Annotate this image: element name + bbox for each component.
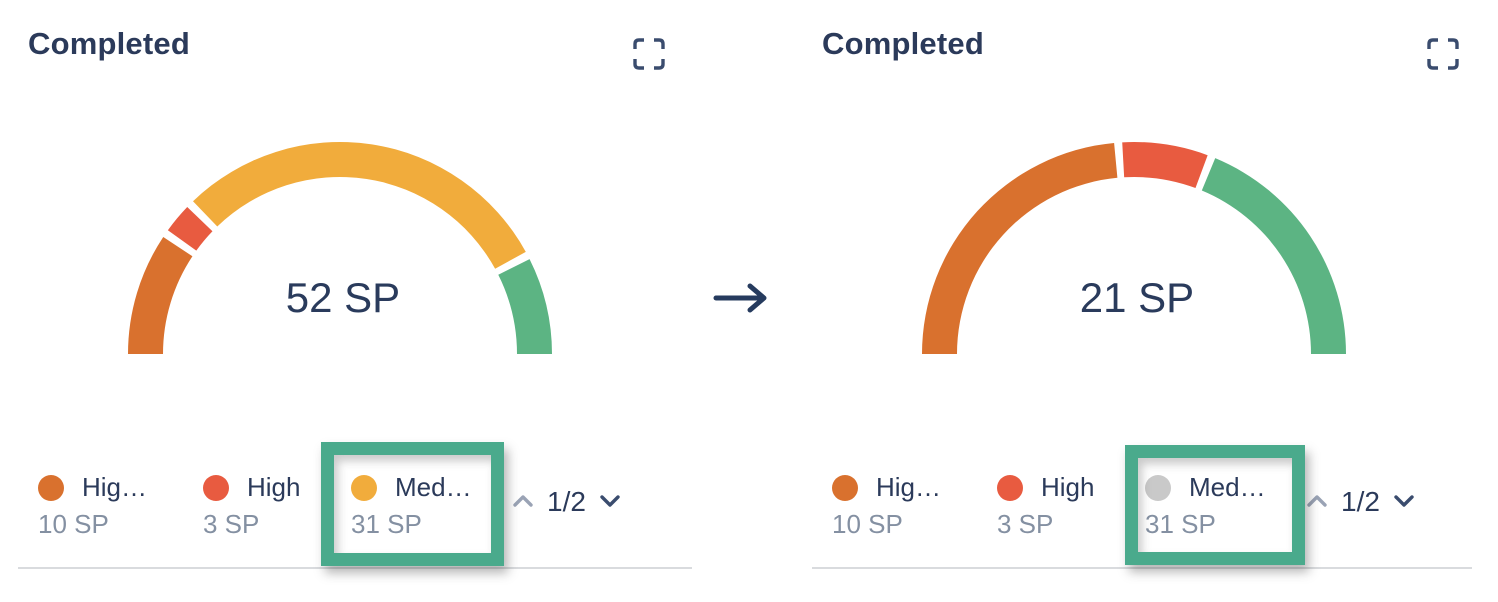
legend-item-high[interactable]: High 3 SP — [203, 472, 300, 540]
legend-value: 31 SP — [1145, 509, 1216, 539]
expand-fullscreen-button[interactable] — [632, 37, 666, 71]
gauge-segment — [1201, 158, 1346, 354]
legend-pagination: 1/2 — [1306, 482, 1415, 522]
legend-value: 10 SP — [832, 509, 903, 539]
legend-label: Hig… — [876, 472, 942, 502]
legend-dot-high — [997, 474, 1023, 501]
legend-page-up-button[interactable] — [512, 494, 534, 511]
gauge-segment — [128, 236, 193, 354]
legend-item-high[interactable]: High 3 SP — [997, 472, 1094, 540]
legend-item-highest[interactable]: Hig… 10 SP — [832, 472, 941, 540]
completed-gauge-chart — [128, 141, 552, 354]
chevron-down-icon — [1393, 494, 1415, 511]
legend-label: Med… — [395, 472, 472, 502]
gauge-segment — [498, 259, 552, 354]
gauge-segment — [193, 141, 526, 269]
legend-page-indicator: 1/2 — [1341, 486, 1380, 517]
right-arrow-icon — [712, 277, 772, 324]
legend-value: 3 SP — [997, 509, 1054, 539]
gauge-center-value: 52 SP — [285, 274, 401, 321]
annotation-highlight-box — [321, 442, 504, 566]
chevron-down-icon — [599, 494, 621, 511]
gauge-segment — [167, 207, 213, 251]
legend-dot-highest — [38, 474, 64, 501]
chevron-up-icon — [1306, 494, 1328, 511]
legend-page-down-button[interactable] — [1393, 494, 1415, 511]
expand-fullscreen-icon — [1426, 38, 1460, 74]
legend-item-medium-deselected[interactable]: Med… 31 SP — [1145, 472, 1266, 540]
legend-value: 31 SP — [351, 509, 422, 539]
legend-page-indicator: 1/2 — [547, 486, 586, 517]
expand-fullscreen-button[interactable] — [1426, 37, 1460, 71]
annotation-highlight-box — [1125, 445, 1305, 565]
panel-title: Completed — [822, 26, 984, 61]
expand-fullscreen-icon — [632, 38, 666, 74]
legend-dot-high — [203, 474, 229, 501]
legend-item-highest[interactable]: Hig… 10 SP — [38, 472, 147, 540]
gauge-center-value: 21 SP — [1079, 274, 1195, 321]
gauge-segment — [1122, 142, 1208, 189]
legend-dot-medium-deselected — [1145, 474, 1171, 501]
legend-item-medium[interactable]: Med… 31 SP — [351, 472, 472, 540]
panel-divider — [18, 567, 692, 569]
legend-page-up-button[interactable] — [1306, 494, 1328, 511]
panel-title: Completed — [28, 26, 190, 61]
legend-page-down-button[interactable] — [599, 494, 621, 511]
completed-gauge-chart — [922, 142, 1346, 354]
legend-value: 3 SP — [203, 509, 260, 539]
legend-label: Hig… — [82, 472, 148, 502]
chevron-up-icon — [512, 494, 534, 511]
legend-label: High — [1041, 472, 1095, 502]
legend-value: 10 SP — [38, 509, 109, 539]
panel-divider — [812, 567, 1472, 569]
gauge-segment — [922, 142, 1118, 354]
legend-dot-medium — [351, 474, 377, 501]
legend-label: Med… — [1189, 472, 1266, 502]
legend-pagination: 1/2 — [512, 482, 621, 522]
legend-dot-highest — [832, 474, 858, 501]
legend-label: High — [247, 472, 301, 502]
